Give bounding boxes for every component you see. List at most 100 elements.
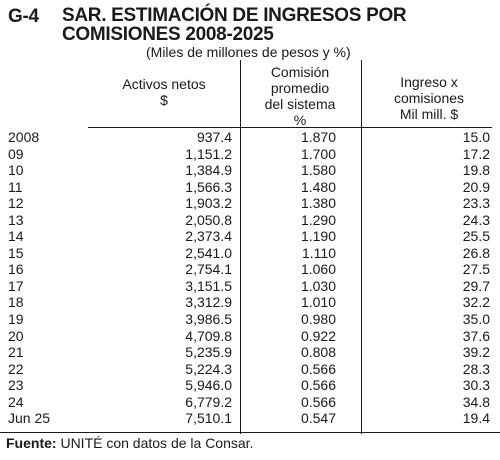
table-row: 19 3,986.5 0.980 35.0 (0, 311, 500, 328)
col-header-line: $ (160, 92, 168, 108)
row-ingreso: 26.8 (462, 244, 490, 261)
row-activos: 2,050.8 (185, 211, 232, 228)
row-activos: 5,946.0 (185, 377, 232, 394)
table-row: 18 3,312.9 1.010 32.2 (0, 294, 500, 311)
col-header-line: % (293, 112, 307, 128)
row-activos: 7,510.1 (185, 410, 232, 427)
page-title: SAR. ESTIMACIÓN DE INGRESOS POR COMISION… (62, 5, 407, 45)
table-row: 22 5,224.3 0.566 28.3 (0, 361, 500, 378)
row-year: 23 (8, 377, 24, 394)
table-row: 10 1,384.9 1.580 19.8 (0, 162, 500, 179)
row-ingreso: 32.2 (462, 294, 490, 311)
row-activos: 5,235.9 (185, 344, 232, 361)
row-ingreso: 30.3 (462, 377, 490, 394)
row-year: 2008 (8, 129, 40, 145)
row-activos: 2,373.4 (185, 228, 232, 245)
row-ingreso: 19.4 (462, 410, 490, 427)
row-activos: 3,986.5 (185, 311, 232, 328)
table-row: 24 6,779.2 0.566 34.8 (0, 394, 500, 411)
row-year: 15 (8, 244, 24, 261)
col-header-line: promedio (270, 80, 330, 96)
row-year: 11 (8, 178, 23, 195)
table-row: 09 1,151.2 1.700 17.2 (0, 146, 500, 163)
data-table: 2008 937.4 1.870 15.0 09 1,151.2 1.700 17.2 10 1,… (0, 129, 500, 427)
row-comision: 0.922 (300, 327, 336, 344)
row-ingreso: 17.2 (462, 145, 490, 162)
row-year: 18 (8, 294, 24, 311)
row-activos: 3,151.5 (185, 277, 232, 294)
row-activos: 1,566.3 (185, 178, 232, 195)
row-comision: 1.110 (302, 244, 336, 261)
source-note: Fuente: UNITÉ con datos de la Consar. (6, 435, 253, 451)
row-ingreso: 35.0 (462, 311, 490, 328)
row-ingreso: 34.8 (462, 393, 490, 410)
row-year: 10 (8, 162, 24, 179)
row-ingreso: 19.8 (462, 162, 490, 179)
row-activos: 6,779.2 (185, 393, 232, 410)
row-comision: 0.808 (300, 344, 336, 361)
col-header-line: del sistema (264, 96, 336, 112)
col-header-activos: Activos netos $ (100, 76, 228, 108)
table-row: 21 5,235.9 0.808 39.2 (0, 344, 500, 361)
table-row: 16 2,754.1 1.060 27.5 (0, 261, 500, 278)
table-row: Jun 25 7,510.1 0.547 19.4 (0, 410, 500, 427)
row-year: 24 (8, 393, 24, 410)
row-ingreso: 37.6 (462, 327, 490, 344)
row-activos: 937.4 (196, 129, 232, 145)
row-comision: 1.190 (300, 228, 336, 245)
row-ingreso: 27.5 (462, 261, 490, 278)
column-divider (240, 60, 241, 434)
row-activos: 2,541.0 (185, 244, 232, 261)
row-year: 09 (8, 145, 24, 162)
row-comision: 0.566 (300, 360, 336, 377)
row-activos: 3,312.9 (185, 294, 232, 311)
units-subtitle: (Miles de millones de pesos y %) (146, 44, 351, 60)
row-comision: 1.580 (300, 162, 336, 179)
source-text: UNITÉ con datos de la Consar. (56, 435, 254, 451)
row-comision: 1.870 (300, 129, 336, 145)
header-divider (88, 127, 492, 128)
col-header-line: Mil mill. $ (399, 106, 459, 122)
row-activos: 1,151.2 (185, 145, 232, 162)
col-header-line: Activos netos (122, 76, 206, 92)
col-header-ingreso: Ingreso x comisiones Mil mill. $ (370, 74, 488, 122)
table-row: 12 1,903.2 1.380 23.3 (0, 195, 500, 212)
row-comision: 1.060 (300, 261, 336, 278)
table-row: 2008 937.4 1.870 15.0 (0, 129, 500, 146)
table-row: 13 2,050.8 1.290 24.3 (0, 212, 500, 229)
row-ingreso: 25.5 (462, 228, 490, 245)
row-ingreso: 15.0 (462, 129, 490, 145)
row-year: 22 (8, 360, 24, 377)
row-ingreso: 20.9 (462, 178, 490, 195)
row-year: 12 (8, 195, 24, 212)
row-activos: 1,903.2 (185, 195, 232, 212)
row-ingreso: 29.7 (462, 277, 490, 294)
row-comision: 1.290 (300, 211, 336, 228)
row-comision: 0.547 (300, 410, 336, 427)
row-year: 19 (8, 311, 24, 328)
row-ingreso: 23.3 (462, 195, 490, 212)
row-comision: 1.010 (300, 294, 336, 311)
row-comision: 0.566 (300, 393, 336, 410)
row-comision: 1.480 (300, 178, 336, 195)
row-year: 21 (8, 344, 24, 361)
table-row: 11 1,566.3 1.480 20.9 (0, 179, 500, 196)
row-comision: 0.566 (300, 377, 336, 394)
row-comision: 1.380 (300, 195, 336, 212)
row-ingreso: 28.3 (462, 360, 490, 377)
footer-divider (0, 432, 500, 433)
row-year: 17 (8, 277, 24, 294)
row-activos: 1,384.9 (185, 162, 232, 179)
col-header-line: comisiones (393, 90, 465, 106)
row-year: 14 (8, 228, 24, 245)
row-activos: 4,709.8 (185, 327, 232, 344)
row-ingreso: 39.2 (462, 344, 490, 361)
col-header-line: Comisión (270, 64, 330, 80)
col-header-comision: Comisión promedio del sistema % (238, 64, 362, 128)
table-row: 17 3,151.5 1.030 29.7 (0, 278, 500, 295)
table-row: 20 4,709.8 0.922 37.6 (0, 328, 500, 345)
row-activos: 2,754.1 (185, 261, 232, 278)
row-comision: 0.980 (300, 311, 336, 328)
table-row: 14 2,373.4 1.190 25.5 (0, 228, 500, 245)
row-comision: 1.030 (300, 277, 336, 294)
